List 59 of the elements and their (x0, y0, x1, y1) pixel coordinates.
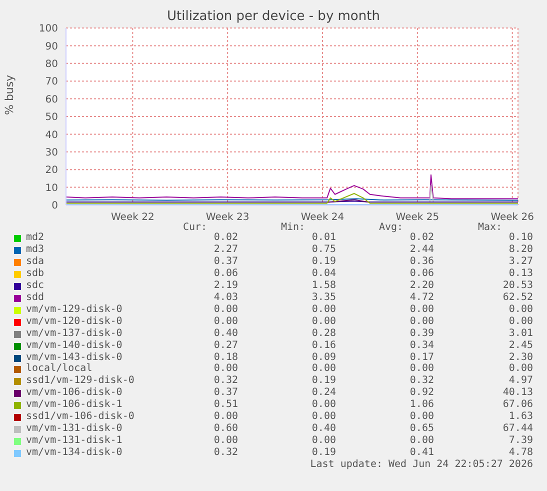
text: 0.00 0.00 0.00 0.00 (214, 304, 533, 315)
chart-title: Utilization per device - by month (166, 9, 381, 24)
x-tick-label: Week 25 (396, 212, 440, 224)
legend-label: sda (26, 256, 44, 267)
legend-label: vm/vm-106-disk-0 (26, 387, 122, 398)
legend-label: sdd (26, 292, 44, 303)
text: 0.00 0.00 0.00 7.39 (214, 435, 533, 446)
y-tick-label: 0 (52, 200, 58, 212)
text: 0.32 0.19 0.32 4.97 (214, 375, 533, 386)
y-tick-label: 70 (45, 76, 58, 88)
y-tick-label: 80 (45, 58, 58, 70)
legend-label: local/local (26, 363, 92, 374)
legend-label: vm/vm-131-disk-0 (26, 423, 122, 434)
text: 0.06 0.04 0.06 0.13 (214, 268, 533, 279)
legend-label: vm/vm-140-disk-0 (26, 340, 122, 351)
text: 4.03 3.35 4.72 62.52 (214, 292, 533, 303)
legend-label: ssd1/vm-106-disk-0 (26, 411, 134, 422)
y-tick-label: 40 (45, 130, 58, 141)
text: Last update: Wed Jun 24 22:05:27 2026 (310, 459, 533, 470)
legend-label: sdb (26, 268, 44, 279)
text: 0.00 0.00 0.00 0.00 (214, 316, 533, 327)
y-tick-label: 50 (45, 112, 58, 124)
y-tick-label: 60 (45, 94, 58, 106)
legend-label: vm/vm-134-disk-0 (26, 447, 122, 458)
y-tick-label: 100 (38, 24, 58, 35)
legend-label: vm/vm-143-disk-0 (26, 352, 122, 362)
x-tick-label: Week 23 (206, 212, 250, 224)
legend-label: md2 (26, 232, 44, 243)
legend-label: vm/vm-120-disk-0 (26, 316, 122, 327)
x-tick-label: Week 24 (300, 212, 344, 224)
legend-label: ssd1/vm-129-disk-0 (26, 375, 134, 386)
x-tick-label: Week 22 (111, 212, 154, 224)
legend-label: vm/vm-106-disk-1 (26, 399, 122, 410)
text: 0.51 0.00 1.06 67.06 (214, 399, 533, 410)
text: 0.00 0.00 0.00 1.63 (214, 411, 533, 422)
y-tick-label: 10 (45, 182, 58, 194)
text: Cur: Min: Avg: Max: (183, 222, 502, 233)
y-axis-title: % busy (3, 74, 16, 115)
y-tick-label: 30 (45, 147, 58, 158)
legend-label: md3 (26, 244, 44, 255)
text: 0.27 0.16 0.34 2.45 (214, 340, 533, 351)
x-tick-label: Week 26 (490, 212, 534, 224)
y-tick-label: 90 (45, 41, 58, 52)
legend-label: vm/vm-129-disk-0 (26, 304, 122, 315)
text: 2.19 1.58 2.20 20.53 (214, 280, 533, 291)
text: 0.37 0.19 0.36 3.27 (214, 256, 533, 267)
line-series (66, 174, 518, 200)
text: 0.02 0.01 0.02 0.10 (214, 232, 533, 243)
text: 2.27 0.75 2.44 8.20 (214, 244, 533, 255)
legend-label: sdc (26, 280, 44, 291)
legend-label: vm/vm-131-disk-1 (26, 435, 122, 446)
text: 0.40 0.28 0.39 3.01 (214, 328, 533, 339)
text: 0.00 0.00 0.00 0.00 (214, 363, 533, 374)
y-tick-label: 20 (45, 165, 58, 176)
legend-label: vm/vm-137-disk-0 (26, 328, 122, 339)
text: 0.32 0.19 0.41 4.78 (214, 447, 533, 458)
text: 0.37 0.24 0.92 40.13 (214, 387, 533, 398)
text: 0.18 0.09 0.17 2.30 (214, 352, 533, 362)
text: 0.60 0.40 0.65 67.44 (214, 423, 533, 434)
